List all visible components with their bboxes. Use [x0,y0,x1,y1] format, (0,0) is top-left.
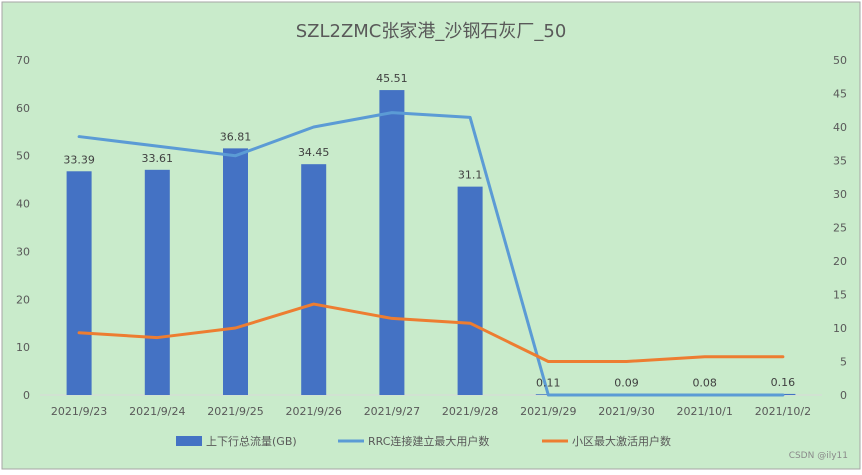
bar-data-label: 0.11 [536,376,561,389]
watermark: CSDN @ily11 [789,451,848,461]
right-tick-label: 5 [840,356,847,369]
bar-data-label: 0.09 [614,376,639,389]
legend-swatch-traffic [176,436,202,446]
bar-data-label: 36.81 [220,130,252,143]
x-tick-label: 2021/10/2 [755,405,811,418]
x-tick-label: 2021/9/24 [129,405,185,418]
left-tick-label: 70 [16,54,30,67]
right-tick-label: 35 [833,155,847,168]
right-tick-label: 0 [840,389,847,402]
left-tick-label: 30 [16,245,30,258]
bar-data-label: 0.08 [692,376,717,389]
left-tick-label: 60 [16,102,30,115]
x-tick-label: 2021/9/26 [285,405,341,418]
bar-data-label: 45.51 [376,72,408,85]
left-tick-label: 0 [23,389,30,402]
right-tick-label: 15 [833,289,847,302]
legend: 上下行总流量(GB) RRC连接建立最大用户数 小区最大激活用户数 [176,434,671,448]
right-tick-label: 45 [833,88,847,101]
chart-background [2,2,860,469]
x-tick-label: 2021/9/23 [51,405,107,418]
right-tick-label: 40 [833,121,847,134]
bar [379,90,404,395]
bar [458,187,483,395]
left-tick-label: 10 [16,341,30,354]
right-tick-label: 20 [833,255,847,268]
x-tick-label: 2021/9/30 [598,405,654,418]
x-tick-label: 2021/9/27 [364,405,420,418]
bar [223,148,248,395]
x-tick-label: 2021/9/28 [442,405,498,418]
bar-data-label: 33.39 [63,153,95,166]
right-tick-label: 10 [833,322,847,335]
left-tick-label: 50 [16,150,30,163]
bar-data-label: 0.16 [771,376,796,389]
bar [301,164,326,395]
bar [67,171,92,395]
bar-data-label: 31.1 [458,169,483,182]
left-tick-label: 20 [16,293,30,306]
x-tick-label: 2021/10/1 [676,405,732,418]
x-tick-label: 2021/9/29 [520,405,576,418]
bar [145,170,170,395]
chart-title: SZL2ZMC张家港_沙钢石灰厂_50 [296,21,567,42]
left-tick-label: 40 [16,198,30,211]
right-tick-label: 30 [833,188,847,201]
right-tick-label: 50 [833,54,847,67]
legend-label-traffic: 上下行总流量(GB) [206,434,297,448]
bar-data-label: 34.45 [298,146,330,159]
bar-data-label: 33.61 [142,152,174,165]
legend-label-active: 小区最大激活用户数 [572,434,671,448]
right-tick-label: 25 [833,222,847,235]
x-tick-label: 2021/9/25 [207,405,263,418]
legend-label-rrc: RRC连接建立最大用户数 [368,434,489,448]
